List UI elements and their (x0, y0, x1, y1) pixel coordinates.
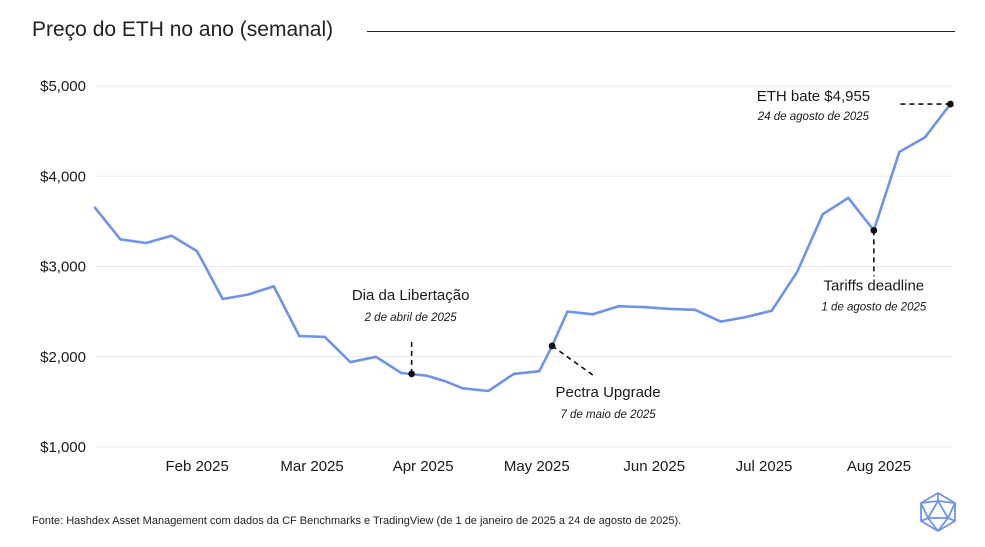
data-point (693, 308, 697, 312)
data-point (668, 307, 671, 311)
data-point (323, 335, 327, 339)
y-tick-label: $2,000 (40, 349, 86, 366)
data-point (298, 334, 301, 338)
x-tick-label: Feb 2025 (165, 458, 228, 475)
data-point (93, 206, 97, 210)
y-tick-label: $3,000 (40, 259, 86, 276)
data-point (512, 372, 515, 376)
annotation-date: 7 de maio de 2025 (560, 409, 656, 421)
data-point (272, 285, 275, 288)
x-axis: Feb 2025 Mar 2025 Apr 2025 May 2025 Jun 2025… (165, 458, 911, 475)
data-point (144, 241, 148, 245)
data-point (719, 320, 722, 323)
x-tick-label: Jul 2025 (736, 458, 793, 475)
data-point (400, 371, 403, 375)
data-point (770, 309, 773, 312)
y-tick-label: $4,000 (40, 168, 86, 185)
series-layer (93, 102, 952, 393)
data-point (487, 389, 490, 393)
data-point (847, 196, 850, 200)
y-axis: $1,000 $2,000 $3,000 $4,000 $5,000 (40, 78, 86, 456)
x-tick-label: May 2025 (504, 458, 570, 475)
data-point (170, 234, 173, 238)
data-point (461, 387, 464, 390)
x-tick-label: Aug 2025 (847, 458, 911, 475)
title-divider (367, 31, 955, 32)
data-point (374, 355, 378, 358)
data-point (796, 270, 799, 274)
annotation-marker (870, 227, 878, 234)
hashdex-polyhedron-icon (920, 492, 956, 532)
annotation-marker (548, 342, 556, 350)
data-point (642, 305, 646, 309)
annotation-date: 1 de agosto de 2025 (821, 301, 926, 313)
annotation-leader (551, 345, 595, 377)
series-line (93, 102, 952, 393)
x-tick-label: Apr 2025 (393, 458, 454, 475)
annotation-title: ETH bate $4,955 (757, 88, 870, 105)
data-point (247, 293, 250, 296)
data-point (425, 374, 429, 377)
x-tick-label: Mar 2025 (280, 458, 343, 475)
y-tick-label: $5,000 (40, 78, 86, 95)
data-point (617, 305, 620, 308)
data-point (923, 136, 927, 139)
annotation-title: Dia da Libertação (352, 287, 470, 304)
annotations-layer: Dia da Libertação 2 de abril de 2025 Pectr… (352, 88, 954, 421)
annotation-date: 2 de abril de 2025 (364, 312, 458, 324)
source-note: Fonte: Hashdex Asset Management com dado… (32, 515, 682, 527)
data-point (195, 249, 199, 253)
y-tick-label: $1,000 (40, 439, 86, 456)
annotation-marker (408, 370, 416, 378)
data-point (744, 315, 748, 319)
grid-layer (95, 85, 953, 448)
data-point (349, 360, 352, 364)
annotation-title: Tariffs deadline (824, 277, 925, 294)
data-point (566, 310, 569, 313)
annotation-marker (947, 100, 954, 108)
data-point (898, 150, 901, 154)
data-point (821, 212, 824, 216)
data-point (119, 238, 122, 241)
chart-title: Preço do ETH no ano (semanal) (32, 18, 334, 41)
annotation-title: Pectra Upgrade (556, 384, 661, 401)
annotation-date: 24 de agosto de 2025 (757, 111, 870, 123)
data-point (221, 297, 224, 301)
data-point (538, 369, 541, 373)
data-point (591, 313, 595, 316)
x-tick-label: Jun 2025 (623, 458, 685, 475)
data-point (443, 379, 447, 383)
